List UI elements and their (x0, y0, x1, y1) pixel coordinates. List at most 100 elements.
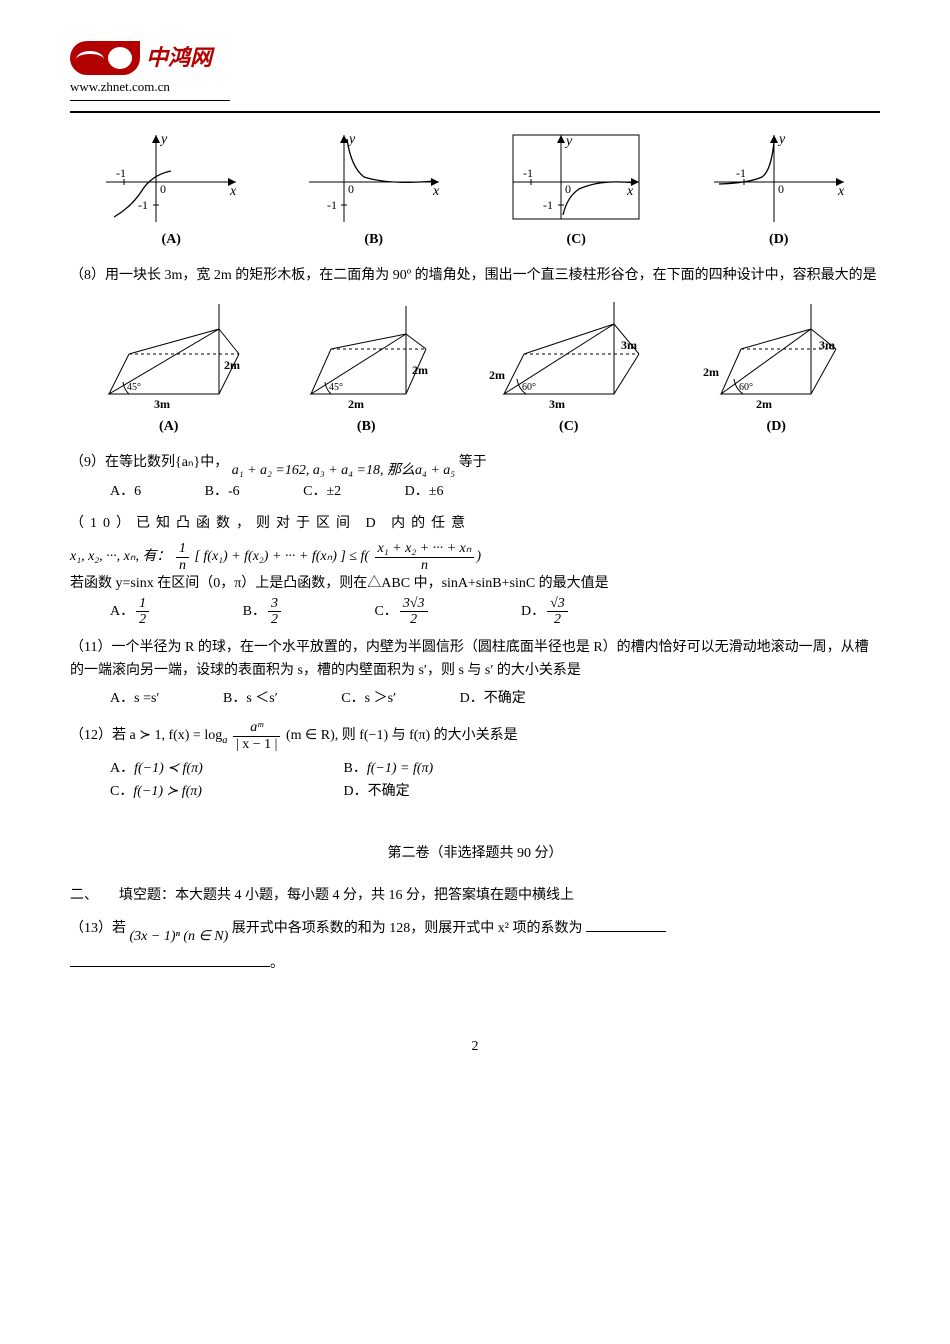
q8-label-b: (B) (286, 416, 446, 438)
q10-options: A．12 B．32 C．3√32 D．√32 (110, 596, 880, 628)
svg-text:x: x (229, 184, 237, 199)
q10-line2: 若函数 y=sinx 在区间（0，π）上是凸函数，则在△ABC 中，sinA+s… (70, 573, 880, 595)
q13-blank (586, 931, 666, 932)
q7-fig-a: y x 0 -1 -1 (A) (96, 127, 246, 251)
q7-fig-d: y x 0 -1 (D) (704, 127, 854, 251)
svg-text:45°: 45° (127, 382, 141, 393)
svg-text:x: x (432, 184, 440, 199)
part2-header: 二、 填空题：本大题共 4 小题，每小题 4 分，共 16 分，把答案填在题中横… (70, 885, 880, 907)
q12-opt-a: A．f(−1) ≺ f(π) (110, 758, 310, 780)
q8-label-c: (C) (484, 416, 654, 438)
svg-text:2m: 2m (756, 397, 772, 411)
q12-opt-d: D．不确定 (344, 781, 440, 803)
q8-label-a: (A) (89, 416, 249, 438)
q12: （12）若 a ≻ 1, f(x) = loga aᵐ | x − 1 | (m… (70, 720, 880, 752)
q13: （13）若 (3x − 1)ⁿ (n ∈ N) 展开式中各项系数的和为 128，… (70, 918, 880, 940)
q9: （9）在等比数列{aₙ}中， a₁ + a₂ =162, a₃ + a₄ =18… (70, 452, 880, 474)
q10-opt-d: D．√32 (521, 596, 628, 628)
q11-opt-d: D．不确定 (460, 688, 556, 710)
q9-prefix: （9）在等比数列{aₙ}中， (70, 455, 228, 470)
q12-frac: aᵐ | x − 1 | (233, 720, 281, 752)
svg-text:3m: 3m (549, 397, 565, 411)
svg-text:-1: -1 (116, 166, 126, 180)
q13-blank-line2 (70, 966, 270, 967)
svg-text:-1: -1 (523, 166, 533, 180)
svg-text:y: y (159, 132, 168, 147)
logo: 中鸿网 (70, 40, 880, 75)
q10-inequality: x₁, x₂, ···, xₙ, 有： 1 n [ f(x₁) + f(x₂) … (70, 541, 880, 573)
q10-opt-c: C．3√32 (374, 596, 487, 628)
svg-text:60°: 60° (739, 382, 753, 393)
q7-label-a: (A) (96, 229, 246, 251)
svg-text:2m: 2m (224, 358, 240, 372)
q10-one-over-n: 1 n (176, 541, 189, 573)
q8-text: （8）用一块长 3m，宽 2m 的矩形木板，在二面角为 90º 的墙角处，围出一… (70, 265, 880, 287)
q13-expr: (3x − 1)ⁿ (n ∈ N) (130, 929, 229, 944)
q7-label-d: (D) (704, 229, 854, 251)
svg-text:x: x (837, 184, 845, 199)
q10-opt-a: A．12 (110, 596, 209, 628)
q8-fig-d: 60° 3m 2m 2m (D) (691, 294, 861, 438)
q13-mid: 展开式中各项系数的和为 128，则展开式中 x² 项的系数为 (232, 921, 583, 936)
svg-text:0: 0 (348, 182, 354, 196)
q12-opt-b: B．f(−1) = f(π) (344, 758, 464, 780)
svg-text:-1: -1 (138, 198, 148, 212)
svg-text:-1: -1 (736, 166, 746, 180)
svg-text:-1: -1 (327, 198, 337, 212)
q10-big-frac: x₁ + x₂ + ··· + xₙ n (375, 541, 475, 573)
q12-mid: (m ∈ R), 则 f(−1) 与 f(π) 的大小关系是 (286, 729, 518, 744)
q12-opt-c: C．f(−1) ≻ f(π) (110, 781, 310, 803)
q11-options: A．s =s′ B．s ＜s′ C．s ＞s′ D．不确定 (110, 688, 880, 710)
q8-fig-b: 45° 2m 2m (B) (286, 294, 446, 438)
q11-opt-a: A．s =s′ (110, 688, 189, 710)
q10-line1: （10）已知凸函数，则对于区间 D 内的任意 (70, 513, 880, 535)
svg-text:0: 0 (778, 182, 784, 196)
svg-text:0: 0 (160, 182, 166, 196)
q11-opt-b: B．s ＜s′ (223, 688, 308, 710)
q11-opt-c: C．s ＞s′ (341, 688, 426, 710)
svg-text:2m: 2m (489, 368, 505, 382)
header-rule (70, 111, 880, 113)
q7-figure-row: y x 0 -1 -1 (A) y x 0 -1 (B) (70, 127, 880, 251)
q7-fig-c: y x 0 -1 -1 (C) (501, 127, 651, 251)
svg-text:-1: -1 (543, 198, 553, 212)
q9-opt-c: C．±2 (303, 481, 371, 503)
svg-text:3m: 3m (154, 397, 170, 411)
q7-label-b: (B) (299, 229, 449, 251)
q10-mid: [ f(x₁) + f(x₂) + ··· + f(xₙ) ] ≤ f( (194, 549, 369, 564)
q8-fig-c: 60° 3m 2m 3m (C) (484, 294, 654, 438)
q8-figure-row: 45° 2m 3m (A) 45° 2m 2m (B) (70, 294, 880, 438)
q13-prefix: （13）若 (70, 921, 126, 936)
page-number: 2 (70, 1036, 880, 1058)
logo-mark-icon (70, 41, 140, 75)
q8-label-d: (D) (691, 416, 861, 438)
svg-text:45°: 45° (329, 382, 343, 393)
q10-opt-b: B．32 (243, 596, 341, 628)
q11-text: （11）一个半径为 R 的球，在一个水平放置的，内壁为半圆信形（圆柱底面半径也是… (70, 637, 880, 682)
q8-fig-a: 45° 2m 3m (A) (89, 294, 249, 438)
svg-text:0: 0 (565, 182, 571, 196)
svg-text:3m: 3m (621, 338, 637, 352)
q9-opt-a: A．6 (110, 481, 171, 503)
section2-title: 第二卷（非选择题共 90 分） (70, 843, 880, 865)
q7-label-c: (C) (501, 229, 651, 251)
q9-suffix: 等于 (459, 455, 487, 470)
svg-text:60°: 60° (522, 382, 536, 393)
q12-options: A．f(−1) ≺ f(π) B．f(−1) = f(π) C．f(−1) ≻ … (110, 758, 880, 803)
svg-text:2m: 2m (412, 363, 428, 377)
q7-fig-b: y x 0 -1 (B) (299, 127, 449, 251)
q9-options: A．6 B．-6 C．±2 D．±6 (110, 481, 880, 503)
q9-opt-d: D．±6 (405, 481, 474, 503)
svg-text:2m: 2m (703, 365, 719, 379)
svg-text:x: x (626, 184, 634, 199)
site-header: 中鸿网 www.zhnet.com.cn (70, 40, 880, 107)
q9-opt-b: B．-6 (205, 481, 270, 503)
q9-eq: a₁ + a₂ =162, a₃ + a₄ =18, 那么a₄ + a₅ (232, 463, 455, 478)
svg-text:y: y (564, 134, 573, 149)
svg-text:y: y (777, 132, 786, 147)
logo-text: 中鸿网 (146, 40, 212, 75)
logo-url: www.zhnet.com.cn (70, 77, 230, 101)
svg-text:3m: 3m (819, 338, 835, 352)
q12-prefix: （12）若 a ≻ 1, f(x) = log (70, 729, 222, 744)
q10-lhs: x₁, x₂, ···, xₙ, 有： (70, 549, 170, 564)
